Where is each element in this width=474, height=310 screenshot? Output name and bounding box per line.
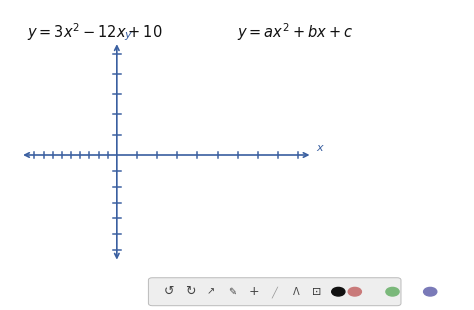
Text: $y = ax^2 + bx + c$: $y = ax^2 + bx + c$ bbox=[237, 21, 353, 43]
Text: $y = 3x^2 - 12x + 10$: $y = 3x^2 - 12x + 10$ bbox=[27, 21, 163, 43]
Text: x: x bbox=[316, 144, 323, 153]
Text: ✎: ✎ bbox=[228, 287, 237, 297]
FancyBboxPatch shape bbox=[148, 278, 401, 306]
Text: ↺: ↺ bbox=[164, 285, 174, 298]
Text: +: + bbox=[248, 285, 259, 298]
Text: ↻: ↻ bbox=[185, 285, 195, 298]
Circle shape bbox=[332, 287, 345, 296]
Text: Λ: Λ bbox=[292, 287, 299, 297]
Circle shape bbox=[424, 287, 437, 296]
Circle shape bbox=[348, 287, 361, 296]
Text: ╱: ╱ bbox=[272, 286, 278, 298]
Text: ⊡: ⊡ bbox=[312, 287, 322, 297]
Circle shape bbox=[386, 287, 399, 296]
Text: ↗: ↗ bbox=[207, 287, 215, 297]
Text: y: y bbox=[124, 30, 130, 40]
